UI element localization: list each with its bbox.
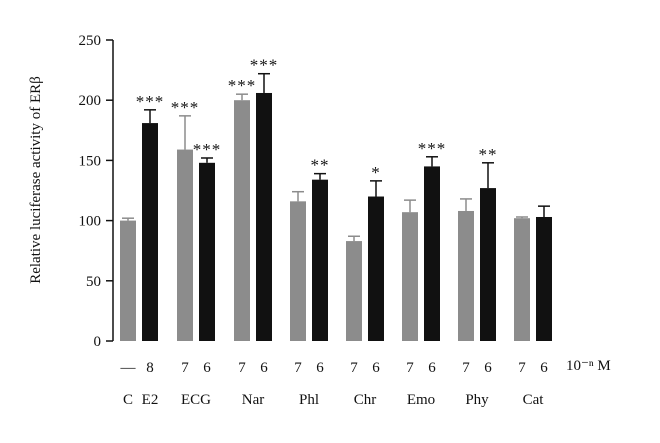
concentration-label: 7 bbox=[238, 360, 246, 376]
concentration-label: 6 bbox=[540, 360, 548, 376]
significance-label: ** bbox=[311, 156, 330, 175]
category-label: Cat bbox=[523, 392, 545, 408]
y-tick-label: 200 bbox=[79, 93, 102, 109]
bar bbox=[312, 179, 328, 341]
category-label: Nar bbox=[242, 392, 265, 408]
bar bbox=[480, 188, 496, 341]
concentration-label: 7 bbox=[350, 360, 358, 376]
significance-label: ** bbox=[479, 145, 498, 164]
significance-label: *** bbox=[418, 139, 447, 158]
category-label: Phl bbox=[299, 392, 319, 408]
y-tick-label: 250 bbox=[79, 33, 102, 49]
bar bbox=[199, 162, 215, 341]
bar bbox=[536, 216, 552, 341]
concentration-label: 7 bbox=[462, 360, 470, 376]
concentration-label: 7 bbox=[518, 360, 526, 376]
concentration-label: 6 bbox=[428, 360, 436, 376]
y-tick-label: 150 bbox=[79, 153, 102, 169]
significance-label: * bbox=[371, 163, 381, 182]
significance-label: *** bbox=[228, 76, 257, 95]
concentration-label: 7 bbox=[181, 360, 189, 376]
concentration-label: 6 bbox=[372, 360, 380, 376]
bar bbox=[424, 166, 440, 341]
labels: 050100150200250—C***8E2***7***6ECG***7**… bbox=[79, 33, 549, 408]
bar bbox=[120, 220, 136, 341]
category-label: Emo bbox=[407, 392, 435, 408]
y-tick-label: 100 bbox=[79, 214, 102, 230]
bar bbox=[514, 218, 530, 341]
bar bbox=[142, 123, 158, 342]
concentration-label: 8 bbox=[146, 360, 154, 376]
bar bbox=[346, 241, 362, 341]
significance-label: *** bbox=[171, 98, 200, 117]
category-label: C bbox=[123, 392, 133, 408]
unit-label: 10⁻ⁿ M bbox=[566, 358, 611, 374]
significance-label: *** bbox=[136, 92, 165, 111]
concentration-label: 6 bbox=[484, 360, 492, 376]
concentration-label: 7 bbox=[406, 360, 414, 376]
category-label: Chr bbox=[354, 392, 377, 408]
category-label: Phy bbox=[465, 392, 489, 408]
category-label: E2 bbox=[142, 392, 159, 408]
category-label: ECG bbox=[181, 392, 211, 408]
axes bbox=[106, 39, 114, 342]
y-tick-label: 0 bbox=[94, 334, 102, 350]
bar bbox=[177, 149, 193, 341]
bars bbox=[120, 72, 552, 342]
bar bbox=[256, 92, 272, 341]
concentration-label: 6 bbox=[260, 360, 268, 376]
significance-label: *** bbox=[250, 56, 279, 75]
bar bbox=[458, 210, 474, 341]
concentration-label: 6 bbox=[316, 360, 324, 376]
concentration-label: 6 bbox=[203, 360, 211, 376]
bar bbox=[234, 100, 250, 341]
concentration-label: 7 bbox=[294, 360, 302, 376]
bar bbox=[368, 196, 384, 341]
significance-label: *** bbox=[193, 140, 222, 159]
bar bbox=[402, 212, 418, 341]
bar bbox=[290, 201, 306, 341]
concentration-label: — bbox=[120, 360, 137, 376]
y-axis-title: Relative luciferase activity of ERβ bbox=[28, 76, 44, 284]
y-tick-label: 50 bbox=[86, 274, 101, 290]
